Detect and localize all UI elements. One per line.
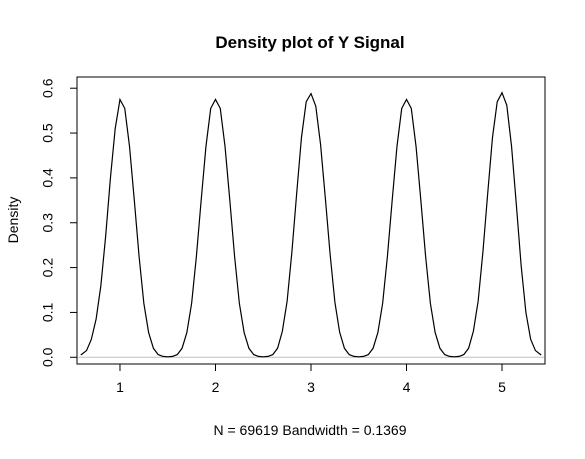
chart-title: Density plot of Y Signal: [215, 33, 404, 52]
y-axis: 0.0 0.1 0.2 0.3 0.4 0.5 0.6: [40, 78, 78, 367]
y-tick-label: 0.2: [40, 258, 56, 278]
x-axis-label: N = 69619 Bandwidth = 0.1369: [213, 422, 406, 438]
y-tick-label: 0.3: [40, 213, 56, 233]
density-line: [80, 91, 542, 358]
y-tick-label: 0.5: [40, 123, 56, 143]
x-axis: 1 2 3 4 5: [116, 363, 506, 395]
y-tick-label: 0.0: [40, 347, 56, 367]
x-tick-label: 1: [116, 379, 124, 395]
y-axis-label: Density: [5, 197, 21, 244]
y-tick-label: 0.1: [40, 302, 56, 322]
x-tick-label: 4: [403, 379, 411, 395]
y-tick-label: 0.6: [40, 78, 56, 98]
x-tick-label: 2: [212, 379, 220, 395]
x-tick-label: 5: [498, 379, 506, 395]
x-tick-label: 3: [307, 379, 315, 395]
y-tick-label: 0.4: [40, 168, 56, 188]
